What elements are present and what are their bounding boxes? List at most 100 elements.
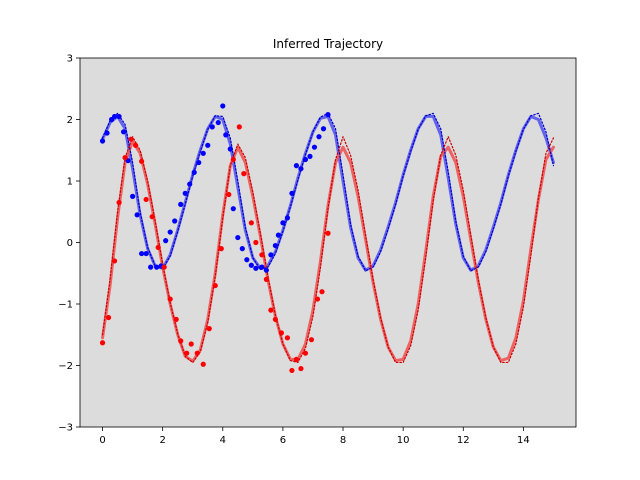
observation-point-5-5 [128, 136, 134, 142]
y-tick-label-4: 1 [67, 177, 73, 188]
observation-point-5-21 [218, 246, 224, 252]
observation-point-5-4 [122, 155, 128, 161]
observation-point-4-7 [130, 193, 136, 199]
observation-point-4-22 [200, 150, 206, 156]
observation-point-4-0 [99, 138, 106, 144]
observation-point-5-26 [248, 220, 254, 226]
observation-point-5-38 [308, 337, 315, 343]
observation-point-5-0 [99, 340, 106, 346]
observation-point-5-8 [143, 196, 149, 203]
observation-point-5-41 [325, 230, 331, 236]
observation-point-5-29 [263, 276, 269, 282]
x-tick-label-3: 6 [280, 435, 286, 446]
observation-point-4-11 [148, 264, 154, 270]
observation-point-4-48 [316, 134, 322, 140]
observation-point-5-20 [212, 282, 218, 289]
observation-point-5-24 [236, 124, 242, 130]
observation-point-4-3 [111, 113, 118, 120]
observation-point-5-15 [184, 350, 190, 356]
observation-point-5-32 [278, 330, 285, 336]
observation-point-4-21 [196, 159, 202, 166]
observation-point-5-34 [289, 367, 295, 374]
observation-point-4-26 [220, 103, 226, 109]
observation-point-4-10 [143, 250, 149, 257]
observation-point-4-5 [120, 129, 127, 135]
observation-point-5-31 [272, 316, 278, 322]
observation-point-4-39 [275, 232, 281, 238]
observation-point-4-8 [134, 212, 140, 218]
observation-point-4-29 [230, 206, 236, 212]
observation-point-4-16 [172, 218, 178, 224]
observation-point-5-11 [161, 264, 167, 270]
observation-point-4-15 [167, 229, 173, 235]
observation-point-5-18 [200, 361, 206, 367]
x-tick-label-2: 4 [220, 435, 226, 446]
observation-point-5-33 [284, 335, 291, 341]
observation-point-5-17 [194, 350, 200, 356]
observation-point-4-40 [280, 220, 286, 226]
observation-point-5-28 [259, 252, 265, 258]
observation-point-4-41 [284, 215, 291, 221]
observation-point-4-12 [154, 264, 160, 270]
observation-point-5-6 [133, 142, 139, 148]
observation-point-4-30 [235, 234, 241, 241]
observation-point-4-1 [104, 130, 110, 136]
observation-point-4-4 [116, 113, 122, 120]
observation-point-4-43 [293, 163, 300, 169]
y-tick-label-5: 2 [67, 115, 73, 126]
observation-point-5-3 [116, 199, 122, 206]
observation-point-5-30 [268, 307, 274, 313]
observation-point-4-50 [325, 111, 331, 118]
observation-point-4-49 [320, 126, 327, 132]
observation-point-5-12 [167, 296, 173, 302]
observation-point-5-22 [226, 191, 232, 198]
true-dotted-series-3 [101, 136, 555, 364]
observation-point-4-20 [191, 169, 197, 175]
observation-point-4-35 [259, 264, 265, 270]
x-tick-label-1: 2 [159, 435, 165, 446]
observation-point-4-44 [298, 166, 304, 172]
observation-point-4-9 [139, 250, 145, 257]
x-tick-label-5: 10 [397, 435, 410, 446]
observation-point-5-2 [111, 258, 118, 264]
observation-point-4-14 [163, 238, 169, 244]
observation-point-4-45 [302, 156, 309, 163]
observation-point-4-27 [223, 132, 229, 138]
observation-point-5-1 [105, 314, 112, 321]
observation-point-4-32 [244, 257, 250, 263]
x-tick-label-4: 8 [340, 435, 346, 446]
observation-point-4-38 [272, 242, 278, 249]
observation-point-4-28 [227, 146, 233, 152]
y-tick-label-0: −3 [58, 423, 73, 434]
x-tick-label-7: 14 [517, 435, 530, 446]
observation-point-5-37 [302, 350, 309, 356]
observation-point-5-7 [139, 158, 145, 164]
observation-point-5-16 [188, 341, 194, 347]
observation-point-5-35 [293, 356, 300, 362]
observation-point-5-23 [230, 156, 236, 163]
x-tick-label-6: 12 [457, 435, 470, 446]
observation-point-4-46 [307, 153, 313, 159]
observation-point-4-23 [205, 142, 211, 148]
observation-point-4-34 [253, 265, 259, 271]
observation-point-4-24 [209, 124, 215, 130]
chart-title: Inferred Trajectory [273, 37, 383, 51]
observation-point-5-13 [173, 316, 179, 322]
observation-point-4-25 [215, 119, 221, 126]
observation-point-5-19 [206, 326, 212, 332]
y-tick-label-1: −2 [58, 361, 73, 372]
y-tick-label-2: −1 [58, 300, 73, 311]
observation-point-5-27 [253, 239, 259, 246]
observation-point-5-36 [298, 365, 304, 372]
observation-point-4-36 [263, 267, 269, 273]
observation-point-5-10 [155, 244, 161, 251]
y-tick-label-6: 3 [67, 54, 73, 65]
observation-point-4-31 [239, 246, 245, 252]
observation-point-4-47 [311, 144, 318, 150]
observation-point-5-39 [314, 296, 321, 302]
observation-point-5-14 [178, 338, 184, 344]
y-tick-label-3: 0 [67, 238, 73, 249]
observation-point-4-33 [248, 262, 254, 268]
